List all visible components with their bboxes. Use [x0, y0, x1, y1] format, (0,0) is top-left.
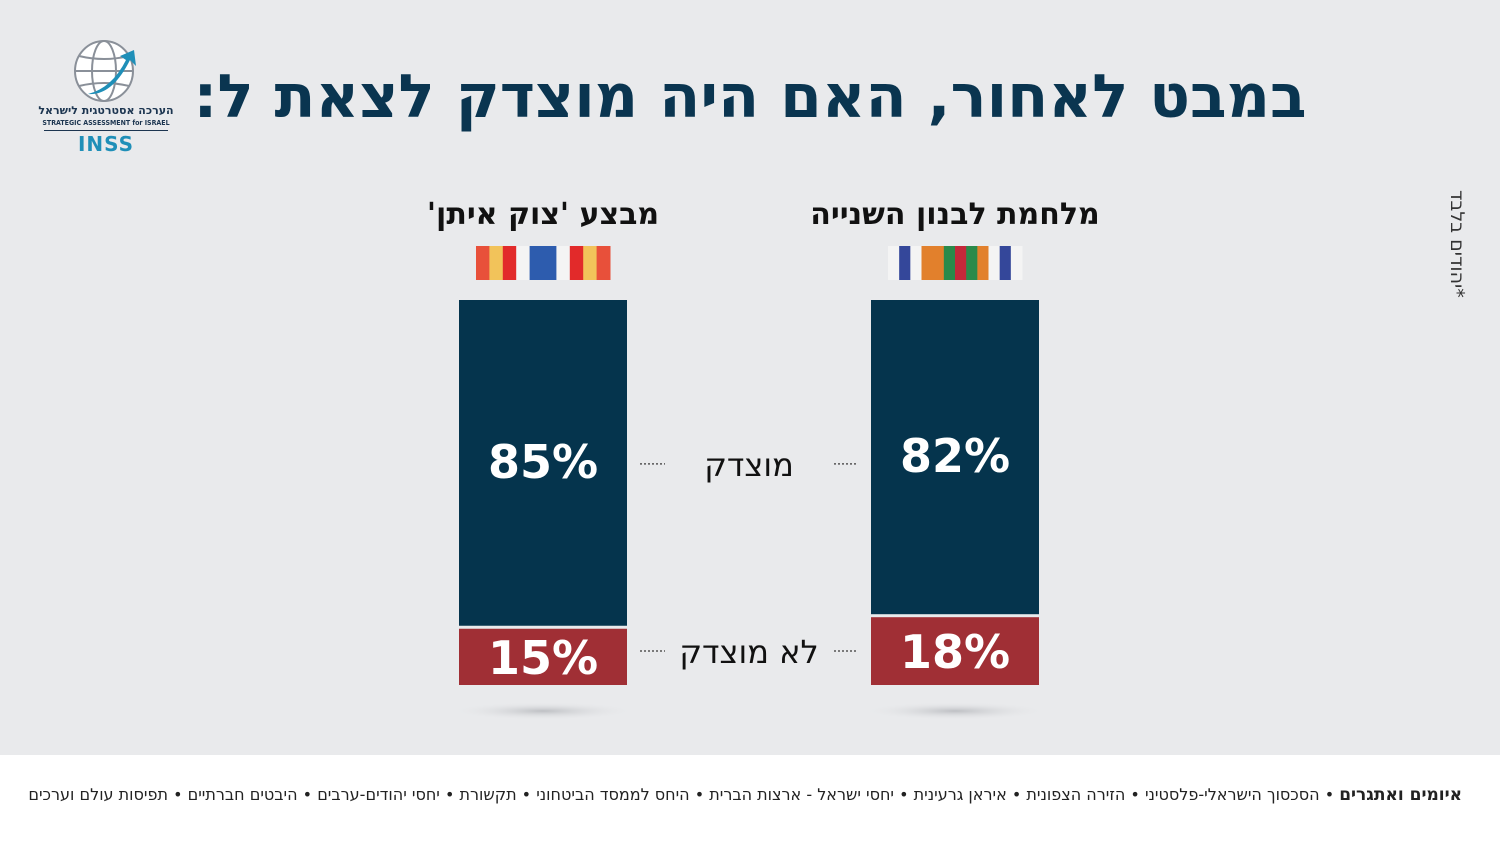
- footer-separator: •: [1319, 785, 1340, 804]
- ribbon-stripe: [966, 246, 978, 280]
- footer-lead: איומים ואתגרים: [1339, 785, 1462, 805]
- footer-topic: היחס לממסד הביטחוני: [536, 785, 690, 804]
- series-label: מוצדק: [704, 446, 794, 484]
- ribbon-stripe: [888, 246, 900, 280]
- value-label-not-justified: 18%: [900, 625, 1010, 679]
- category-label: מבצע 'צוק איתן': [427, 197, 659, 232]
- ribbon-stripe: [516, 246, 531, 280]
- footer-topic: איראן גרעינית: [913, 785, 1007, 804]
- ribbon-stripe: [943, 246, 956, 280]
- ribbon-stripe: [583, 246, 598, 280]
- category-label: מלחמת לבנון השנייה: [810, 197, 1099, 232]
- footer-bar: איומים ואתגרים • הסכסוך הישראלי-פלסטיני …: [0, 755, 1500, 844]
- footer-topic: תפיסות עולם וערכים: [28, 785, 168, 804]
- ribbon-stripe: [921, 246, 934, 280]
- bar-shadow: [863, 702, 1047, 720]
- ribbon-stripe: [977, 246, 989, 280]
- footer-separator: •: [297, 785, 318, 804]
- footer-separator: •: [439, 785, 460, 804]
- bar-justified: [459, 300, 627, 626]
- ribbon-stripe: [502, 246, 517, 280]
- ribbon-stripe: [569, 246, 584, 280]
- series-label: לא מוצדק: [679, 633, 818, 671]
- value-label-justified: 85%: [488, 435, 598, 489]
- stacked-bar-chart: מלחמת לבנון השנייה 82% 18% מבצע 'צוק איתן' 8…: [427, 197, 1100, 720]
- bar-shadow: [451, 702, 635, 720]
- footer-topic: תקשורת: [459, 785, 517, 804]
- ribbon-stripe: [932, 246, 945, 280]
- footer-separator: •: [516, 785, 537, 804]
- footer-topic: היבטים חברתיים: [187, 785, 298, 804]
- footer-separator: •: [168, 785, 188, 804]
- value-label-not-justified: 15%: [488, 631, 598, 685]
- ribbon-stripe: [596, 246, 611, 280]
- ribbon-stripe: [999, 246, 1012, 280]
- ribbon-stripe: [1010, 246, 1023, 280]
- ribbon-stripe: [899, 246, 911, 280]
- ribbon-stripe: [476, 246, 490, 280]
- ribbon-stripe: [556, 246, 571, 280]
- ribbon-stripe: [543, 246, 557, 280]
- ribbon-stripe: [988, 246, 1001, 280]
- ribbon-stripe: [489, 246, 504, 280]
- logo-divider: [44, 130, 168, 131]
- footer-separator: •: [894, 785, 914, 804]
- footer-separator: •: [1125, 785, 1145, 804]
- ribbon-stripe: [529, 246, 544, 280]
- bar-justified: [871, 300, 1039, 615]
- logo-inss-mark: INSS: [77, 132, 135, 156]
- logo-hebrew-text: הערכה אסטרטגית לישראל: [38, 104, 174, 117]
- footer-topic: הזירה הצפונית: [1026, 785, 1126, 804]
- bar-not-justified: [871, 617, 1039, 685]
- footer-topic: יחסי יהודים-ערבים: [317, 785, 440, 804]
- footer-topics: איומים ואתגרים • הסכסוך הישראלי-פלסטיני …: [28, 785, 1462, 805]
- side-note: *יהודים בלבד: [1446, 190, 1468, 298]
- ribbon-stripe: [910, 246, 922, 280]
- footer-topic: הסכסוך הישראלי-פלסטיני: [1144, 785, 1320, 804]
- bar-not-justified: [459, 628, 627, 685]
- footer-topic: יחסי ישראל - ארצות הברית: [709, 785, 894, 804]
- ribbon-stripe: [955, 246, 967, 280]
- page-title: במבט לאחור, האם היה מוצדק לצאת ל:: [193, 62, 1307, 132]
- inss-logo: הערכה אסטרטגית לישראל STRATEGIC ASSESSME…: [38, 38, 174, 158]
- logo-english-text: STRATEGIC ASSESSMENT for ISRAEL: [42, 119, 170, 127]
- value-label-justified: 82%: [900, 429, 1010, 483]
- globe-icon: [74, 40, 136, 102]
- footer-separator: •: [689, 785, 710, 804]
- footer-separator: •: [1006, 785, 1027, 804]
